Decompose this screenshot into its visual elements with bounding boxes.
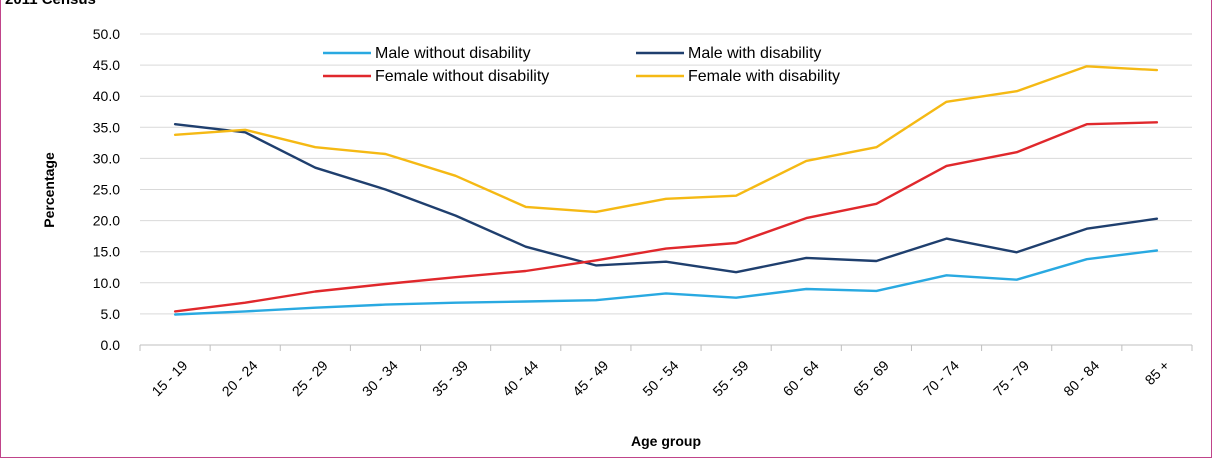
- x-tick-label: 30 - 34: [359, 357, 401, 399]
- series-lines: [173, 65, 1159, 316]
- y-tick-label: 25.0: [93, 182, 120, 198]
- x-tick-label: 45 - 49: [569, 357, 611, 399]
- x-tick-label: 20 - 24: [219, 357, 261, 399]
- x-tick-label: 60 - 64: [780, 357, 822, 399]
- chart-header: 2011 Census: [5, 0, 96, 8]
- x-tick-label: 55 - 59: [709, 357, 751, 399]
- x-tick-label: 65 - 69: [850, 357, 892, 399]
- x-tick-labels: 15 - 19 20 - 24 25 - 29 30 - 34 35 - 39 40 - …: [148, 357, 1172, 399]
- legend-label: Male with disability: [688, 45, 821, 62]
- y-tick-label: 30.0: [93, 150, 120, 166]
- legend: Male without disability Male with disabil…: [323, 45, 840, 85]
- y-tick-label: 35.0: [93, 119, 120, 135]
- y-tick-label: 45.0: [93, 57, 120, 73]
- x-tick-label: 75 - 79: [990, 357, 1032, 399]
- x-tick-label: 35 - 39: [429, 357, 471, 399]
- y-tick-labels: 0.0 5.0 10.0 15.0 20.0 25.0 30.0 35.0 40.0 45.0 50…: [93, 26, 120, 353]
- x-tick-label: 40 - 44: [499, 357, 541, 399]
- x-tick-label: 50 - 54: [639, 357, 681, 399]
- y-tick-label: 50.0: [93, 26, 120, 42]
- y-tick-label: 0.0: [101, 337, 121, 353]
- x-tick-label: 15 - 19: [148, 357, 190, 399]
- series-line: [173, 121, 1159, 313]
- y-tick-label: 20.0: [93, 213, 120, 229]
- gridlines: [140, 33, 1192, 315]
- y-tick-label: 10.0: [93, 275, 120, 291]
- x-axis-label: Age group: [631, 433, 701, 449]
- series-line: [173, 65, 1159, 214]
- legend-label: Female without disability: [375, 68, 549, 85]
- y-tick-label: 40.0: [93, 88, 120, 104]
- series-line: [173, 249, 1159, 316]
- y-tick-label: 5.0: [101, 306, 121, 322]
- legend-label: Male without disability: [375, 45, 531, 62]
- series-line: [173, 122, 1159, 274]
- x-tick-label: 80 - 84: [1060, 357, 1102, 399]
- y-axis-label: Percentage: [41, 152, 57, 228]
- x-tick-label: 85 +: [1142, 357, 1173, 388]
- axes: [139, 344, 1193, 351]
- x-tick-label: 70 - 74: [920, 357, 962, 399]
- legend-label: Female with disability: [688, 68, 840, 85]
- y-tick-label: 15.0: [93, 244, 120, 260]
- x-tick-label: 25 - 29: [289, 357, 331, 399]
